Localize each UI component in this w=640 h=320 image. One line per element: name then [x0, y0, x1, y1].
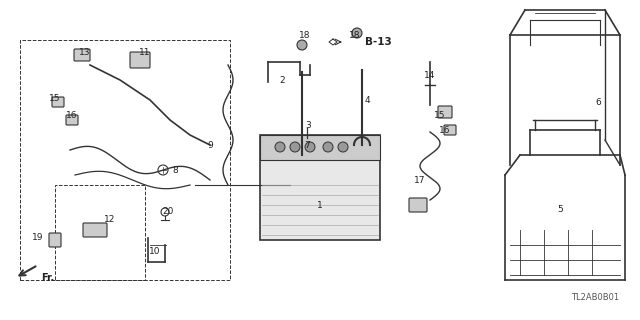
Circle shape: [338, 142, 348, 152]
Text: 2: 2: [279, 76, 285, 84]
Circle shape: [305, 142, 315, 152]
Circle shape: [297, 40, 307, 50]
Text: TL2AB0B01: TL2AB0B01: [571, 293, 619, 302]
Text: 16: 16: [67, 110, 77, 119]
FancyBboxPatch shape: [130, 52, 150, 68]
Text: 15: 15: [435, 110, 445, 119]
Text: 7: 7: [304, 140, 310, 149]
Circle shape: [323, 142, 333, 152]
FancyBboxPatch shape: [444, 125, 456, 135]
Bar: [55, 185, 145, 280]
Circle shape: [352, 28, 362, 38]
Bar: [20, 40, 230, 280]
FancyBboxPatch shape: [83, 223, 107, 237]
Text: 12: 12: [104, 215, 116, 225]
Text: 14: 14: [424, 70, 436, 79]
Text: Fr.: Fr.: [42, 273, 54, 283]
Text: B-13: B-13: [365, 37, 392, 47]
Text: 17: 17: [414, 175, 426, 185]
FancyBboxPatch shape: [66, 115, 78, 125]
Text: 11: 11: [140, 47, 151, 57]
FancyBboxPatch shape: [52, 97, 64, 107]
Text: 6: 6: [595, 98, 601, 107]
Text: 20: 20: [163, 207, 173, 217]
Text: 1: 1: [317, 201, 323, 210]
FancyBboxPatch shape: [49, 233, 61, 247]
Text: 8: 8: [172, 165, 178, 174]
Text: 13: 13: [79, 47, 91, 57]
Text: 18: 18: [349, 30, 361, 39]
FancyBboxPatch shape: [409, 198, 427, 212]
FancyBboxPatch shape: [438, 106, 452, 118]
Circle shape: [275, 142, 285, 152]
Text: 10: 10: [149, 247, 161, 257]
Text: 19: 19: [32, 234, 44, 243]
FancyBboxPatch shape: [74, 49, 90, 61]
Text: 16: 16: [439, 125, 451, 134]
Text: 18: 18: [300, 30, 311, 39]
Text: 15: 15: [49, 93, 61, 102]
Bar: [260, 135, 380, 240]
Circle shape: [303, 138, 311, 146]
Text: 3: 3: [305, 121, 311, 130]
Bar: [260, 135, 380, 160]
Text: 5: 5: [557, 205, 563, 214]
Circle shape: [290, 142, 300, 152]
Text: 9: 9: [207, 140, 213, 149]
Text: 4: 4: [364, 95, 370, 105]
